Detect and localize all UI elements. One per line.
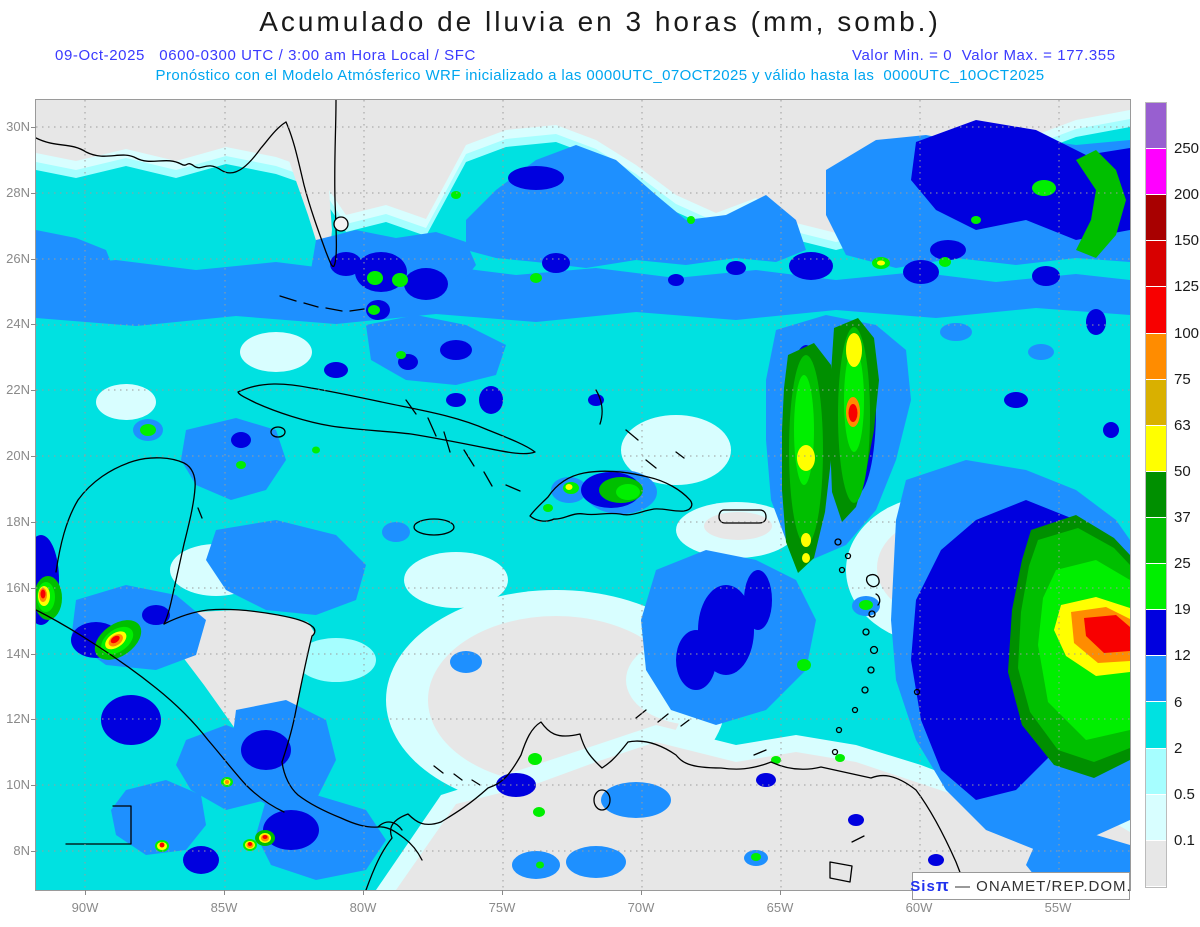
lat-label: 18N	[6, 513, 30, 529]
lat-tick	[31, 192, 36, 194]
lat-label: 10N	[6, 777, 30, 793]
forecast-map	[23, 99, 1131, 891]
lat-label: 28N	[6, 184, 30, 200]
watermark-agency-text: — ONAMET/REP.DOM.	[949, 877, 1132, 895]
colorbar-segment	[1146, 333, 1166, 380]
lon-label: 75W	[488, 900, 516, 915]
lat-label: 20N	[6, 448, 30, 464]
lat-label: 8N	[13, 842, 30, 858]
colorbar-segment	[1146, 287, 1166, 334]
lat-label: 16N	[6, 579, 30, 595]
lon-tick	[224, 890, 225, 895]
colorbar-label: 100	[1174, 324, 1200, 342]
lon-label: 90W	[71, 900, 99, 915]
colorbar-segment	[1146, 425, 1166, 472]
lat-label: 24N	[6, 316, 30, 332]
colorbar-label: 2	[1174, 739, 1183, 757]
colorbar-segment	[1146, 794, 1166, 841]
colorbar-segment	[1146, 379, 1166, 426]
lat-label: 22N	[6, 382, 30, 398]
lat-tick	[31, 390, 36, 392]
lon-label: 65W	[766, 900, 794, 915]
lat-tick	[31, 850, 36, 852]
precip-intense-layer	[34, 150, 1130, 869]
sispi-onamet-watermark: Sis π — ONAMET/REP.DOM.	[910, 872, 1132, 900]
colorbar-label: 200	[1174, 186, 1200, 204]
sispi-logo-pi-icon: π	[935, 876, 950, 895]
colorbar-segment	[1146, 149, 1166, 196]
lat-tick	[31, 719, 36, 721]
colorbar-segment	[1146, 748, 1166, 795]
model-init-line: Pronóstico con el Modelo Atmósferico WRF…	[155, 67, 1045, 84]
valid-time-line: 09-Oct-2025 0600-0300 UTC / 3:00 am Hora…	[55, 47, 476, 64]
precipitation-map-canvas	[23, 99, 1130, 891]
lon-tick	[502, 890, 503, 895]
colorbar-segment	[1146, 656, 1166, 703]
rainfall-colorbar	[1145, 102, 1167, 888]
lon-label: 85W	[210, 900, 238, 915]
colorbar-segment	[1146, 103, 1166, 150]
graticule-gridlines	[36, 100, 1130, 890]
lat-label: 14N	[6, 645, 30, 661]
lat-tick	[31, 456, 36, 458]
colorbar-label: 12	[1174, 647, 1191, 665]
lon-tick	[641, 890, 642, 895]
lon-label: 70W	[627, 900, 655, 915]
colorbar-segment	[1146, 840, 1166, 887]
colorbar-segment	[1146, 195, 1166, 242]
lon-label: 55W	[1044, 900, 1072, 915]
page-title: Acumulado de lluvia en 3 horas (mm, somb…	[259, 6, 941, 37]
colorbar-label: 75	[1174, 370, 1191, 388]
colorbar-label: 25	[1174, 555, 1191, 573]
colorbar-segment	[1146, 702, 1166, 749]
lat-label: 26N	[6, 250, 30, 266]
lon-label: 80W	[349, 900, 377, 915]
lon-tick	[85, 890, 86, 895]
lat-tick	[31, 324, 36, 326]
lon-tick	[363, 890, 364, 895]
sispi-logo-sis: Sis	[910, 877, 936, 895]
lat-tick	[31, 653, 36, 655]
colorbar-label: 19	[1174, 601, 1191, 619]
lat-label: 30N	[6, 119, 30, 134]
coastlines	[35, 99, 967, 891]
lat-tick	[31, 785, 36, 787]
colorbar-segment	[1146, 241, 1166, 288]
colorbar-segment	[1146, 610, 1166, 657]
lon-label: 60W	[905, 900, 933, 915]
colorbar-label: 63	[1174, 416, 1191, 434]
colorbar-segment	[1146, 564, 1166, 611]
lat-label: 12N	[6, 711, 30, 727]
min-max-values: Valor Min. = 0 Valor Max. = 177.355	[852, 47, 1116, 64]
colorbar-label: 37	[1174, 509, 1191, 527]
colorbar-segment	[1146, 517, 1166, 565]
precip-dry-pockets	[96, 100, 1130, 890]
colorbar-label: 50	[1174, 462, 1191, 480]
lat-tick	[31, 587, 36, 589]
colorbar-label: 0.1	[1174, 831, 1195, 849]
colorbar-label: 150	[1174, 232, 1200, 250]
lat-tick	[31, 127, 36, 128]
lon-tick	[780, 890, 781, 895]
colorbar-label: 250	[1174, 140, 1200, 158]
lat-tick	[31, 521, 36, 523]
colorbar-label: 6	[1174, 693, 1183, 711]
colorbar-label: 0.5	[1174, 785, 1195, 803]
colorbar-segment	[1146, 471, 1166, 518]
lat-tick	[31, 258, 36, 260]
colorbar-label: 125	[1174, 278, 1200, 296]
